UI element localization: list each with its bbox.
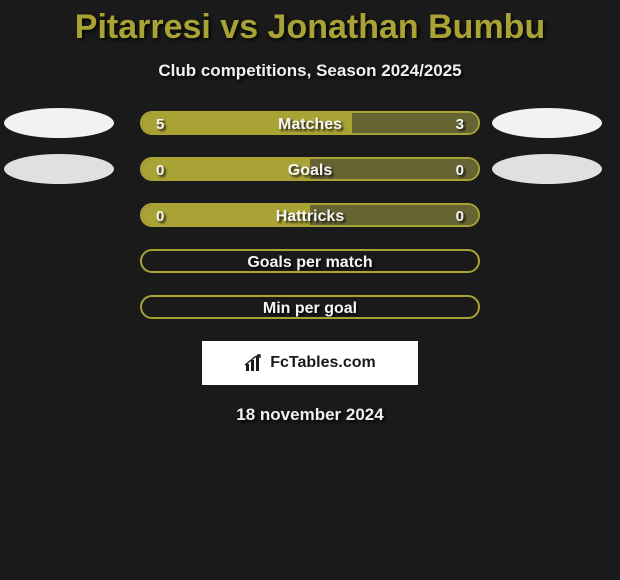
player-left-marker — [4, 108, 114, 138]
stat-bar: Goals per match — [140, 249, 480, 273]
page-title: Pitarresi vs Jonathan Bumbu — [75, 8, 545, 47]
stat-bar: Hattricks0 0 — [140, 203, 480, 227]
stat-label: Hattricks — [142, 205, 478, 227]
attribution-text: FcTables.com — [270, 354, 376, 372]
date-label: 18 november 2024 — [236, 405, 383, 425]
chart-icon — [244, 354, 264, 372]
stat-value-right: 0 — [456, 205, 464, 227]
stat-label: Goals per match — [142, 251, 478, 273]
stat-value-left: 0 — [156, 159, 164, 181]
stat-label: Min per goal — [142, 297, 478, 319]
stat-bar: Min per goal — [140, 295, 480, 319]
stat-label: Goals — [142, 159, 478, 181]
stat-row: Min per goal — [0, 295, 620, 319]
stat-value-left: 5 — [156, 113, 164, 135]
stat-row: Goals0 0 — [0, 157, 620, 181]
stat-row: Goals per match — [0, 249, 620, 273]
stat-value-right: 3 — [456, 113, 464, 135]
stats-list: Matches53Goals00Hattricks00Goals per mat… — [0, 111, 620, 319]
attribution-badge[interactable]: FcTables.com — [202, 341, 418, 385]
comparison-panel: Pitarresi vs Jonathan Bumbu Club competi… — [0, 0, 620, 425]
stat-bar: Goals0 0 — [140, 157, 480, 181]
page-subtitle: Club competitions, Season 2024/2025 — [158, 61, 461, 81]
player-right-marker — [492, 108, 602, 138]
stat-value-right: 0 — [456, 159, 464, 181]
stat-bar: Matches5 3 — [140, 111, 480, 135]
player-left-marker — [4, 154, 114, 184]
stat-label: Matches — [142, 113, 478, 135]
stat-row: Hattricks0 0 — [0, 203, 620, 227]
player-right-marker — [492, 154, 602, 184]
stat-value-left: 0 — [156, 205, 164, 227]
stat-row: Matches5 3 — [0, 111, 620, 135]
